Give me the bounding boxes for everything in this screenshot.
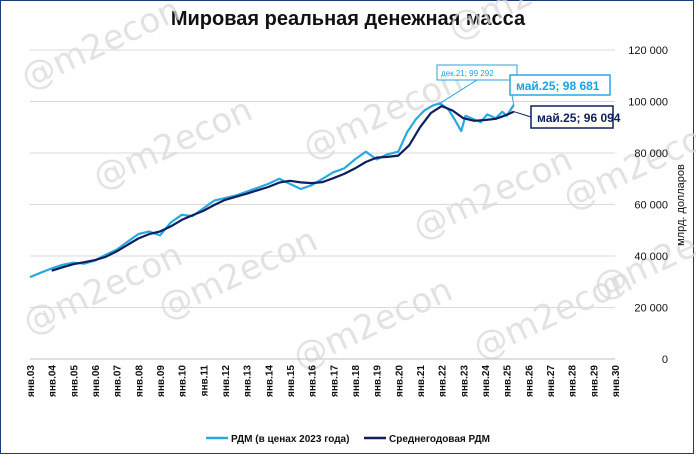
x-tick-label: янв.22 bbox=[438, 365, 449, 397]
y-axis-ticks: 0 20 000 40 000 60 000 80 000 100 000 120 000 bbox=[628, 45, 668, 366]
annotation-box bbox=[509, 74, 611, 96]
x-tick-label: янв.19 bbox=[373, 365, 384, 397]
x-tick-label: янв.10 bbox=[178, 365, 189, 397]
x-tick-label: янв.13 bbox=[243, 365, 254, 397]
gridlines bbox=[30, 49, 615, 308]
x-tick-label: янв.25 bbox=[503, 365, 514, 397]
watermark-text: @m2econ bbox=[287, 270, 459, 378]
x-tick-label: янв.30 bbox=[611, 365, 622, 397]
y-axis-label: млрд. долларов bbox=[675, 164, 687, 246]
watermark-text: @m2econ bbox=[15, 0, 187, 98]
annotations-layer: дек.21; 99 292 май.25; 98 681 май.25; 96 0… bbox=[436, 64, 621, 129]
y-tick-label: 100 000 bbox=[628, 97, 668, 109]
legend-label: РДМ (в ценах 2023 года) bbox=[231, 434, 349, 445]
x-tick-label: янв.03 bbox=[26, 365, 37, 397]
annotation-box bbox=[530, 105, 614, 129]
y-tick-label: 80 000 bbox=[634, 148, 668, 160]
annotation-leader bbox=[513, 111, 532, 118]
x-tick-label: янв.09 bbox=[156, 365, 167, 397]
x-tick-label: янв.08 bbox=[134, 365, 145, 397]
x-tick-label: янв.27 bbox=[546, 365, 557, 397]
x-tick-label: янв.24 bbox=[481, 365, 492, 397]
series-line-average bbox=[51, 105, 515, 272]
watermark-text: @m2econ bbox=[87, 90, 259, 198]
y-tick-label: 60 000 bbox=[634, 200, 668, 212]
x-tick-label: янв.23 bbox=[459, 365, 470, 397]
annotation-label: май.25; 98 681 bbox=[516, 79, 600, 93]
annotation-label: май.25; 96 094 bbox=[537, 111, 621, 125]
x-axis-ticks: янв.03 янв.04 янв.05 янв.06 янв.07 янв.08 янв.… bbox=[26, 365, 622, 397]
y-tick-label: 120 000 bbox=[628, 45, 668, 57]
y-tick-label: 20 000 bbox=[634, 303, 668, 315]
x-tick-label: янв.17 bbox=[329, 365, 340, 397]
x-tick-label: янв.18 bbox=[351, 365, 362, 397]
x-tick-label: янв.28 bbox=[568, 365, 579, 397]
x-tick-label: янв.06 bbox=[91, 365, 102, 397]
watermark-text: @m2econ bbox=[442, 0, 614, 48]
annotation-label: дек.21; 99 292 bbox=[441, 69, 494, 78]
x-tick-label: янв.11 bbox=[199, 365, 210, 397]
x-tick-label: янв.16 bbox=[308, 365, 319, 397]
x-tick-label: янв.07 bbox=[113, 365, 124, 397]
x-tick-label: янв.20 bbox=[394, 365, 405, 397]
y-tick-label: 0 bbox=[662, 354, 668, 366]
x-tick-label: янв.05 bbox=[69, 365, 80, 397]
x-tick-label: янв.21 bbox=[416, 365, 427, 397]
x-tick-label: янв.12 bbox=[221, 365, 232, 397]
series-layer bbox=[29, 102, 515, 279]
x-tick-label: янв.26 bbox=[524, 365, 535, 397]
legend: РДМ (в ценах 2023 года) Среднегодовая РДМ bbox=[206, 434, 490, 445]
x-tick-label: янв.04 bbox=[48, 365, 59, 397]
watermark-layer: @m2econ@m2econ @m2econ@m2econ@m2econ@m2ec… bbox=[15, 0, 696, 378]
watermark-text: @m2econ bbox=[407, 140, 579, 248]
legend-label: Среднегодовая РДМ bbox=[389, 434, 490, 445]
x-tick-label: янв.15 bbox=[286, 365, 297, 397]
annotation-box bbox=[436, 64, 518, 81]
annotation-leader bbox=[439, 79, 478, 104]
x-tick-label: янв.29 bbox=[589, 365, 600, 397]
chart-title: Мировая реальная денежная масса bbox=[170, 8, 526, 30]
series-line-rdm bbox=[29, 102, 515, 279]
x-tick-label: янв.14 bbox=[264, 365, 275, 397]
y-tick-label: 40 000 bbox=[634, 251, 668, 263]
